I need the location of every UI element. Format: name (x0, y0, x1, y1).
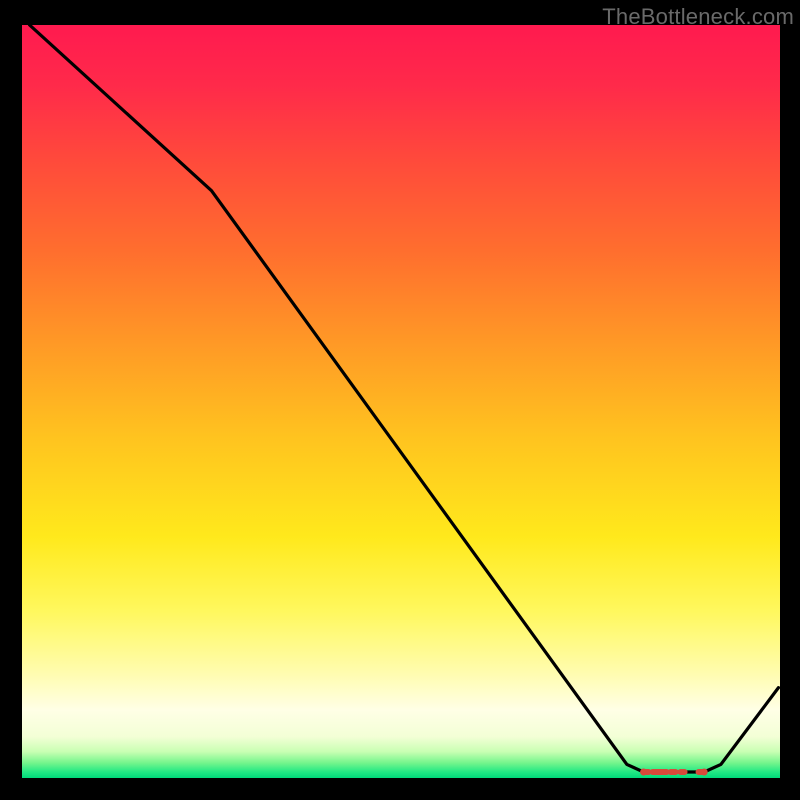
optimal-range-endpoint (701, 768, 708, 775)
watermark: TheBottleneck.com (602, 4, 794, 30)
plot-area (22, 25, 780, 778)
plot-svg (22, 25, 780, 778)
optimal-range-endpoint (640, 768, 647, 775)
curve-line (30, 25, 779, 772)
watermark-text: TheBottleneck.com (602, 4, 794, 29)
